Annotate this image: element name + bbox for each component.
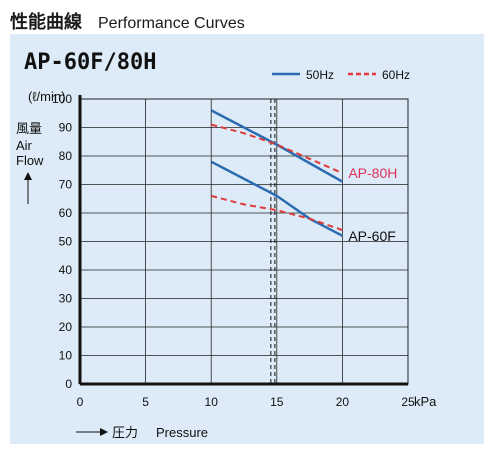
- x-tick-label: 10: [205, 395, 219, 409]
- chart-curves: [210, 109, 344, 237]
- series-line-ap-60f-60hz: [210, 194, 343, 232]
- chart-grid: [78, 95, 409, 386]
- legend-label-50hz: 50Hz: [306, 68, 334, 82]
- x-tick-label: 5: [142, 395, 149, 409]
- series-line-ap-60f-50hz: [210, 160, 343, 237]
- y-axis-label-jp: 風量: [16, 122, 42, 137]
- y-axis-label-flow: Flow: [16, 153, 44, 168]
- y-tick-label: 100: [52, 92, 72, 106]
- y-tick-label: 40: [59, 263, 73, 277]
- chart-annotations: AP-80H AP-60F: [348, 165, 397, 244]
- x-axis-label-en: Pressure: [156, 425, 208, 440]
- chart-title: AP-60F/80H: [24, 50, 156, 75]
- rated-pressure-marker: [270, 99, 276, 384]
- chart-ticks: 0 10 20 30 40 50 60 70 80 90 100 0 5 10 15 20 25: [52, 92, 415, 409]
- y-tick-label: 20: [59, 320, 73, 334]
- y-tick-label: 70: [59, 178, 73, 192]
- x-axis-unit: kPa: [414, 394, 437, 409]
- x-axis-arrow-icon: [76, 428, 108, 436]
- curve-label-ap-60f: AP-60F: [348, 228, 395, 244]
- y-tick-label: 90: [59, 121, 73, 135]
- chart-panel: AP-60F/80H 50Hz 60Hz (ℓ/min) 風量 Air Flow …: [10, 34, 484, 444]
- x-tick-label: 0: [77, 395, 84, 409]
- heading-japanese: 性能曲線: [10, 12, 82, 33]
- y-tick-label: 0: [65, 377, 72, 391]
- series-line-ap-80h-50hz: [210, 109, 344, 183]
- curve-label-ap-80h: AP-80H: [348, 165, 397, 181]
- y-axis-arrow-icon: [24, 172, 32, 204]
- y-axis-label-air: Air: [16, 138, 33, 153]
- x-tick-label: 25: [401, 395, 415, 409]
- heading-english: Performance Curves: [98, 15, 245, 32]
- x-axis-label-jp: 圧力: [112, 426, 138, 441]
- y-tick-label: 10: [59, 349, 73, 363]
- x-tick-label: 15: [270, 395, 284, 409]
- y-tick-label: 30: [59, 292, 73, 306]
- chart-legend: 50Hz 60Hz: [272, 68, 410, 82]
- x-tick-label: 20: [336, 395, 350, 409]
- legend-label-60hz: 60Hz: [382, 68, 410, 82]
- performance-chart: AP-60F/80H 50Hz 60Hz (ℓ/min) 風量 Air Flow …: [16, 50, 437, 441]
- page-heading: 性能曲線 Performance Curves: [10, 8, 245, 34]
- series-line-ap-80h-60hz: [210, 123, 343, 175]
- y-axis-unit: (ℓ/min): [28, 89, 65, 104]
- y-tick-label: 80: [59, 149, 73, 163]
- y-tick-label: 50: [59, 235, 73, 249]
- y-tick-label: 60: [59, 206, 73, 220]
